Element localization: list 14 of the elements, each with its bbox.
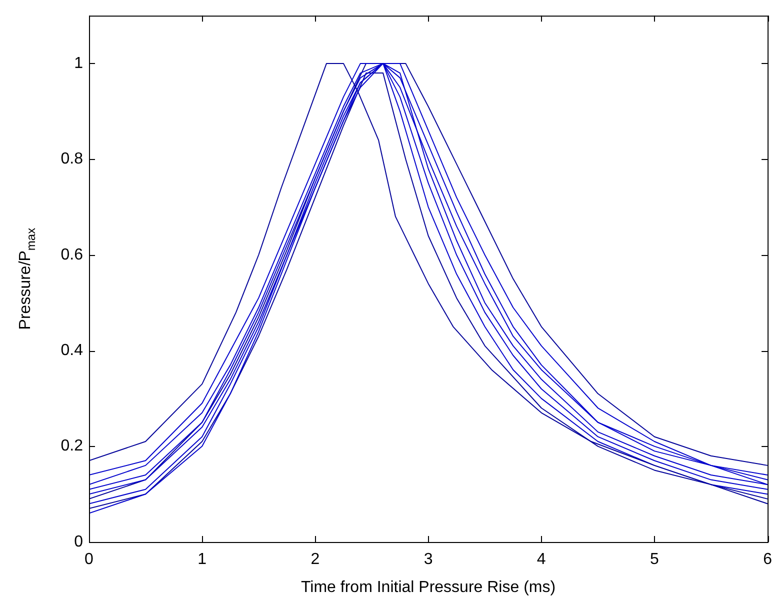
- x-tick-label: 4: [536, 551, 546, 568]
- y-tick-label: 0.8: [60, 150, 84, 168]
- x-tick-label: 5: [650, 551, 660, 568]
- y-tick-label: 0.6: [60, 246, 84, 264]
- x-tick-label: 3: [424, 551, 433, 568]
- y-tick-label: 0.2: [60, 438, 84, 455]
- x-tick-label: 1: [198, 551, 207, 568]
- y-tick-label: 0.4: [60, 342, 84, 359]
- x-tick-label: 6: [763, 551, 772, 568]
- x-axis-title: Time from Initial Pressure Rise (ms): [301, 579, 556, 596]
- y-tick-label: 0: [74, 533, 84, 550]
- y-tick-label: 1: [74, 54, 84, 72]
- y-axis-title: Pressure/Pmax: [17, 228, 38, 330]
- x-tick-label: 2: [310, 551, 320, 568]
